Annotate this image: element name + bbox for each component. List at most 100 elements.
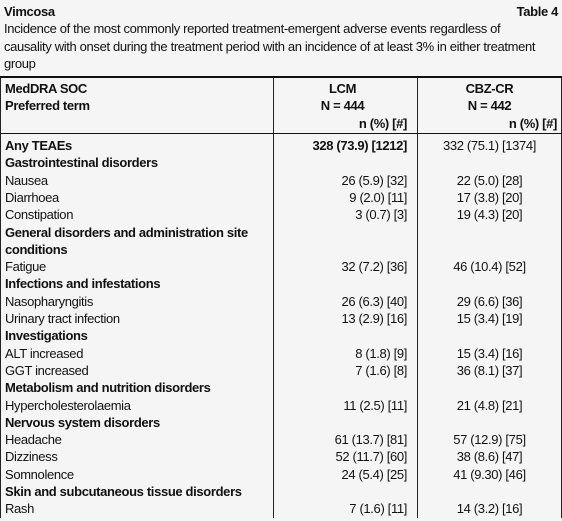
term-label: Fatigue [0, 258, 274, 276]
table-body: Any TEAEs 328 (73.9) [1212] 332 (75.1) [13… [0, 133, 562, 518]
soc-row: Nervous system disorders [0, 413, 562, 432]
header-line: N = 442 [467, 98, 512, 114]
cbz-value: 19 (4.3) [20] [417, 206, 562, 224]
term-label: ALT increased [0, 344, 274, 362]
column-header: CBZ-CR N = 442 n (%) [#] [417, 76, 562, 135]
header-line: CBZ-CR [465, 81, 514, 97]
header-row: MedDRA SOC Preferred term LCM N = 444 n (%) … [0, 76, 562, 135]
term-row: Nausea 26 (5.9) [32] 22 (5.0) [28] [0, 171, 562, 189]
empty-cell [273, 223, 418, 259]
term-row: Nasopharyngitis 26 (6.3) [40] 29 (6.6) [36… [0, 292, 562, 311]
soc-row: Infections and infestations [0, 275, 562, 293]
empty-cell [417, 275, 562, 293]
soc-label: Skin and subcutaneous tissue disorders [0, 483, 274, 501]
term-label: Diarrhoea [0, 188, 274, 207]
empty-cell [273, 483, 418, 501]
header-line: LCM [328, 81, 357, 97]
soc-row: Metabolism and nutrition disorders [0, 379, 562, 397]
term-row: Diarrhoea 9 (2.0) [11] 17 (3.8) [20] [0, 188, 562, 207]
header-line: n (%) [#] [358, 115, 407, 131]
cbz-value: 46 (10.4) [52] [417, 258, 562, 276]
empty-cell [417, 327, 562, 345]
lcm-value: 8 (1.8) [9] [273, 344, 418, 362]
cbz-value: 22 (5.0) [28] [417, 171, 562, 189]
term-label: Somnolence [0, 465, 274, 484]
term-row: Rash 7 (1.6) [11] 14 (3.2) [16] [0, 500, 562, 518]
soc-label: Nervous system disorders [0, 413, 274, 432]
header-line: Preferred term [5, 98, 90, 114]
term-row: Headache 61 (13.7) [81] 57 (12.9) [75] [0, 431, 562, 449]
document-title: Vimcosa [4, 4, 55, 19]
term-label: Rash [0, 500, 274, 518]
header-line: N = 444 [320, 98, 365, 114]
cbz-value: 41 (9.30) [46] [417, 465, 562, 484]
term-row: Somnolence 24 (5.4) [25] 41 (9.30) [46] [0, 465, 562, 484]
soc-label: Metabolism and nutrition disorders [0, 379, 274, 397]
term-label: Urinary tract infection [0, 310, 274, 328]
term-label: Dizziness [0, 448, 274, 466]
soc-label: General disorders and administration sit… [0, 223, 274, 259]
lcm-value: 61 (13.7) [81] [273, 431, 418, 449]
term-row: Hypercholesterolaemia 11 (2.5) [11] 21 (4.… [0, 396, 562, 414]
soc-row: Skin and subcutaneous tissue disorders [0, 483, 562, 501]
cbz-value: 38 (8.6) [47] [417, 448, 562, 466]
cbz-value: 36 (8.1) [37] [417, 361, 562, 380]
lcm-value: 52 (11.7) [60] [273, 448, 418, 466]
caption: Incidence of the most commonly reported … [4, 21, 536, 71]
soc-label: Infections and infestations [0, 275, 274, 293]
lcm-value: 328 (73.9) [1212] [273, 133, 418, 155]
lcm-value: 26 (5.9) [32] [273, 171, 418, 189]
lcm-value: 9 (2.0) [11] [273, 188, 418, 207]
lcm-value: 11 (2.5) [11] [273, 396, 418, 414]
empty-cell [273, 327, 418, 345]
empty-cell [417, 223, 562, 259]
term-label: Any TEAEs [0, 133, 274, 155]
empty-cell [273, 154, 418, 172]
soc-row: General disorders and administration sit… [0, 223, 562, 259]
term-label: Hypercholesterolaemia [0, 396, 274, 414]
empty-cell [273, 413, 418, 432]
cbz-value: 15 (3.4) [16] [417, 344, 562, 362]
empty-cell [273, 275, 418, 293]
term-row: Constipation 3 (0.7) [3] 19 (4.3) [20] [0, 206, 562, 224]
cbz-value: 332 (75.1) [1374] [417, 133, 562, 155]
cbz-value: 14 (3.2) [16] [417, 500, 562, 518]
term-row: Fatigue 32 (7.2) [36] 46 (10.4) [52] [0, 258, 562, 276]
cbz-value: 15 (3.4) [19] [417, 310, 562, 328]
soc-label: Investigations [0, 327, 274, 345]
empty-cell [417, 483, 562, 501]
soc-row: Investigations [0, 327, 562, 345]
term-label: Constipation [0, 206, 274, 224]
column-header: LCM N = 444 n (%) [#] [273, 76, 418, 135]
term-label: Nausea [0, 171, 274, 189]
term-label: Nasopharyngitis [0, 292, 274, 311]
empty-cell [417, 413, 562, 432]
lcm-value: 13 (2.9) [16] [273, 310, 418, 328]
column-header: MedDRA SOC Preferred term [0, 76, 274, 135]
soc-row: Gastrointestinal disorders [0, 154, 562, 172]
term-row: GGT increased 7 (1.6) [8] 36 (8.1) [37] [0, 361, 562, 380]
cbz-value: 29 (6.6) [36] [417, 292, 562, 311]
cbz-value: 57 (12.9) [75] [417, 431, 562, 449]
term-row: Urinary tract infection 13 (2.9) [16] 15 (… [0, 310, 562, 328]
lcm-value: 32 (7.2) [36] [273, 258, 418, 276]
term-label: GGT increased [0, 361, 274, 380]
lcm-value: 7 (1.6) [8] [273, 361, 418, 380]
cbz-value: 21 (4.8) [21] [417, 396, 562, 414]
term-row: Dizziness 52 (11.7) [60] 38 (8.6) [47] [0, 448, 562, 466]
table-header: MedDRA SOC Preferred term LCM N = 444 n (%) … [0, 76, 562, 135]
empty-cell [417, 154, 562, 172]
header: Vimcosa Table 4 [0, 0, 562, 20]
term-row: ALT increased 8 (1.8) [9] 15 (3.4) [16] [0, 344, 562, 362]
data-table: MedDRA SOC Preferred term LCM N = 444 n (%) … [0, 76, 562, 518]
empty-cell [273, 379, 418, 397]
soc-label: Gastrointestinal disorders [0, 154, 274, 172]
cbz-value: 17 (3.8) [20] [417, 188, 562, 207]
term-row: Any TEAEs 328 (73.9) [1212] 332 (75.1) [13… [0, 133, 562, 155]
lcm-value: 7 (1.6) [11] [273, 500, 418, 518]
header-line: MedDRA SOC [5, 81, 87, 97]
lcm-value: 3 (0.7) [3] [273, 206, 418, 224]
header-line: n (%) [#] [508, 115, 557, 131]
empty-cell [417, 379, 562, 397]
